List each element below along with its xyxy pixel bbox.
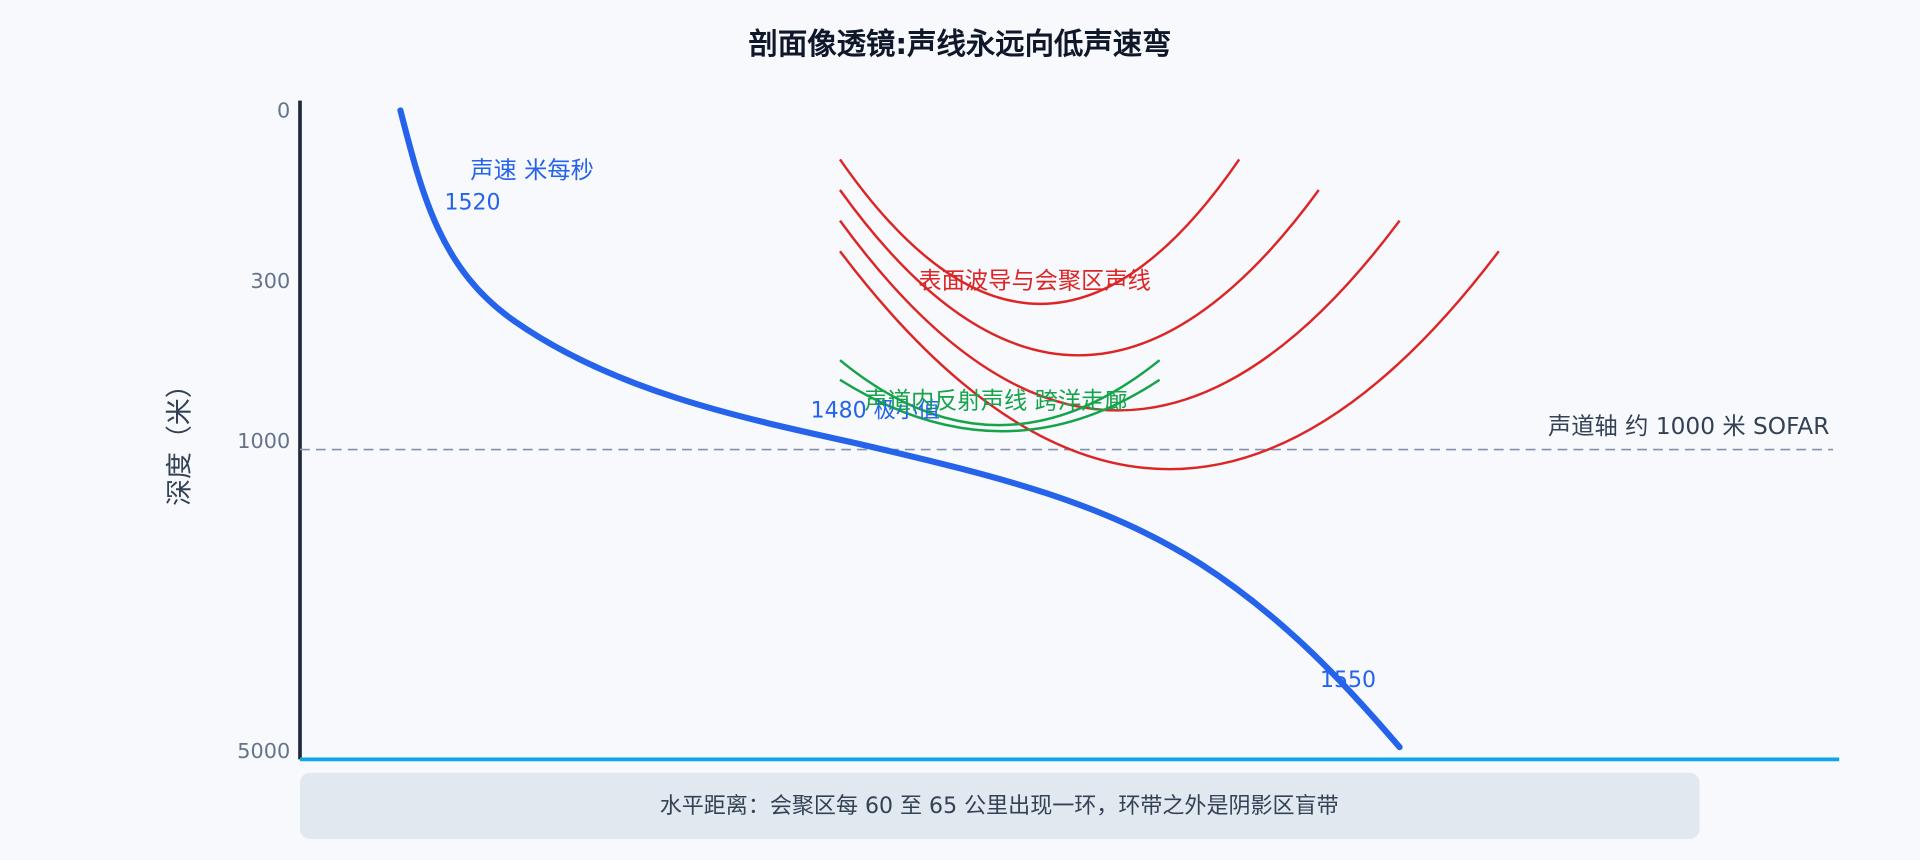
green-ray — [839, 378, 1161, 433]
title: 剖面像透镜:声线永远向低声速弯 — [749, 27, 1172, 61]
tick-label: 5000 — [237, 739, 290, 763]
red-ray — [838, 158, 1241, 305]
red-ray — [839, 189, 1320, 357]
sound-speed-curve — [397, 107, 1403, 751]
speed-label: 声速 米每秒 — [470, 157, 594, 184]
red-ray — [839, 250, 1500, 471]
footer-box — [300, 772, 1700, 839]
green-ray — [839, 359, 1161, 427]
tick-label: 1000 — [237, 429, 290, 453]
red-ray — [839, 219, 1401, 412]
axis-label: 深度（米） — [165, 371, 196, 506]
red-rays-label: 表面波导与会聚区声线 — [918, 267, 1151, 294]
sofar-label: 声道轴 约 1000 米 SOFAR — [1548, 413, 1829, 440]
speed-value: 1480 极小值 — [811, 399, 940, 424]
footer-text: 水平距离：会聚区每 60 至 65 公里出现一环，环带之外是阴影区盲带 — [660, 794, 1339, 819]
tick-label: 0 — [277, 99, 290, 123]
tick-label: 300 — [251, 269, 291, 293]
green-rays-label: 声道内反射声线 跨洋走廊 — [864, 387, 1127, 414]
speed-value: 1550 — [1320, 668, 1376, 693]
speed-value: 1520 — [444, 190, 500, 215]
